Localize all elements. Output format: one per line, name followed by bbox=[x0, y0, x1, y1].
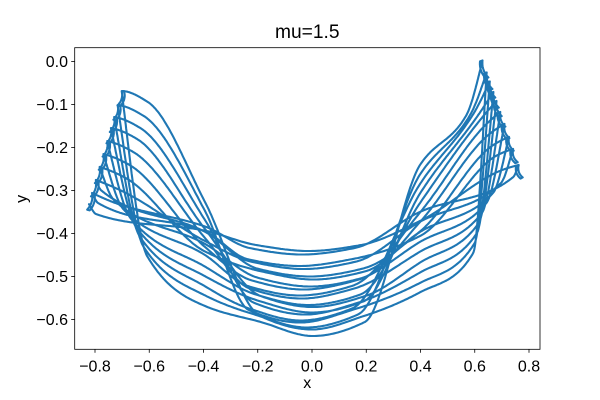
svg-text:0.8: 0.8 bbox=[518, 358, 540, 375]
svg-text:y: y bbox=[13, 195, 30, 203]
svg-text:−0.4: −0.4 bbox=[188, 358, 220, 375]
svg-text:x: x bbox=[303, 375, 311, 392]
svg-text:−0.1: −0.1 bbox=[36, 97, 68, 114]
svg-text:0.2: 0.2 bbox=[355, 358, 377, 375]
svg-text:−0.5: −0.5 bbox=[36, 269, 68, 286]
svg-text:−0.3: −0.3 bbox=[36, 183, 68, 200]
svg-text:0.4: 0.4 bbox=[409, 358, 431, 375]
svg-text:0.0: 0.0 bbox=[46, 54, 68, 71]
svg-text:−0.6: −0.6 bbox=[36, 312, 68, 329]
svg-text:−0.2: −0.2 bbox=[242, 358, 274, 375]
svg-text:mu=1.5: mu=1.5 bbox=[275, 22, 340, 43]
svg-text:0.0: 0.0 bbox=[301, 358, 323, 375]
svg-text:−0.4: −0.4 bbox=[36, 226, 68, 243]
svg-text:0.6: 0.6 bbox=[464, 358, 486, 375]
svg-text:−0.8: −0.8 bbox=[79, 358, 111, 375]
svg-text:−0.2: −0.2 bbox=[36, 140, 68, 157]
svg-text:−0.6: −0.6 bbox=[133, 358, 165, 375]
